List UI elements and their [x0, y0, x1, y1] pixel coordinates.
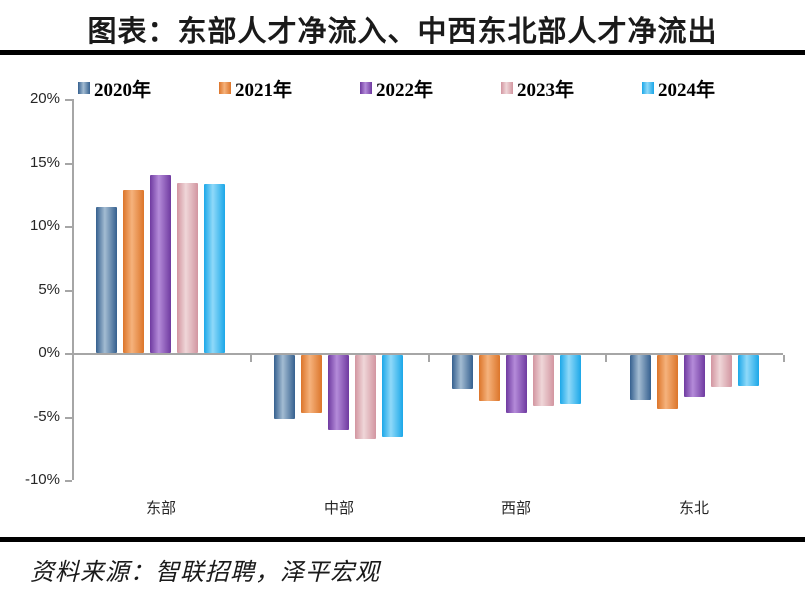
legend-item-2020年: 2020年	[78, 78, 151, 101]
x-axis-tick	[250, 355, 252, 362]
bar-2021年-东部	[123, 190, 144, 353]
y-axis-tick	[65, 163, 72, 165]
y-axis	[72, 99, 74, 480]
bar-2020年-东北	[630, 355, 651, 400]
legend-item-2023年: 2023年	[501, 78, 574, 101]
legend-item-2022年: 2022年	[360, 78, 433, 101]
legend-label: 2020年	[94, 79, 152, 101]
y-axis-label: 15%	[29, 154, 60, 171]
legend-label: 2024年	[658, 79, 716, 101]
bar-2023年-西部	[533, 355, 554, 406]
title-divider	[0, 50, 805, 55]
y-axis-label: -5%	[33, 408, 60, 425]
legend-item-2021年: 2021年	[219, 78, 292, 101]
bar-2024年-东部	[204, 184, 225, 353]
x-category-label-东部: 东部	[145, 501, 176, 517]
bar-2021年-西部	[479, 355, 500, 401]
legend-swatch-2020年	[78, 82, 90, 94]
bar-2020年-东部	[96, 207, 117, 353]
y-axis-tick	[65, 417, 72, 419]
y-axis-tick	[65, 480, 72, 482]
bar-2022年-西部	[506, 355, 527, 413]
bar-2022年-东部	[150, 175, 171, 353]
bar-2021年-中部	[301, 355, 322, 413]
y-axis-label: 10%	[29, 217, 60, 234]
x-axis-tick	[72, 355, 74, 362]
bar-2024年-西部	[560, 355, 581, 404]
bar-2023年-东北	[711, 355, 732, 387]
y-axis-tick	[65, 99, 72, 101]
bar-2024年-东北	[738, 355, 759, 386]
y-axis-tick	[65, 353, 72, 355]
bar-2024年-中部	[382, 355, 403, 437]
legend-swatch-2023年	[501, 82, 513, 94]
y-axis-label: -10%	[24, 471, 60, 488]
bar-2023年-中部	[355, 355, 376, 439]
bar-chart	[0, 55, 805, 535]
x-category-label-西部: 西部	[500, 501, 531, 517]
x-axis-baseline	[72, 353, 783, 355]
bar-2021年-东北	[657, 355, 678, 409]
source-text: 资料来源：智联招聘，泽平宏观	[30, 560, 380, 586]
legend-label: 2023年	[517, 79, 575, 101]
bar-2022年-东北	[684, 355, 705, 397]
y-axis-label: 0%	[38, 344, 60, 361]
legend-swatch-2022年	[360, 82, 372, 94]
y-axis-label: 20%	[29, 90, 60, 107]
bar-2020年-中部	[274, 355, 295, 419]
x-category-label-东北: 东北	[678, 501, 709, 517]
page-title: 图表：东部人才净流入、中西东北部人才净流出	[87, 16, 718, 48]
y-axis-tick	[65, 290, 72, 292]
y-axis-tick	[65, 226, 72, 228]
x-axis-tick	[783, 355, 785, 362]
footer-divider	[0, 537, 805, 542]
y-axis-label: 5%	[38, 281, 60, 298]
legend-label: 2021年	[235, 79, 293, 101]
x-axis-tick	[605, 355, 607, 362]
legend-swatch-2021年	[219, 82, 231, 94]
bar-2020年-西部	[452, 355, 473, 389]
legend-item-2024年: 2024年	[642, 78, 715, 101]
bar-2023年-东部	[177, 183, 198, 353]
bar-2022年-中部	[328, 355, 349, 430]
x-category-label-中部: 中部	[323, 501, 354, 517]
x-axis-tick	[428, 355, 430, 362]
legend-swatch-2024年	[642, 82, 654, 94]
legend-label: 2022年	[376, 79, 434, 101]
